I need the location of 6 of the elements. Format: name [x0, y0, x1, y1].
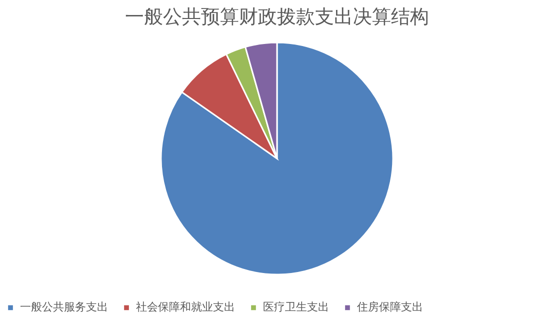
pie-slice — [160, 42, 394, 276]
chart-title: 一般公共预算财政拨款支出决算结构 — [125, 6, 429, 28]
legend-label: 住房保障支出 — [357, 300, 423, 314]
legend-label: 医疗卫生支出 — [263, 300, 329, 314]
legend-label: 社会保障和就业支出 — [136, 300, 235, 314]
legend-label: 一般公共服务支出 — [20, 300, 108, 314]
